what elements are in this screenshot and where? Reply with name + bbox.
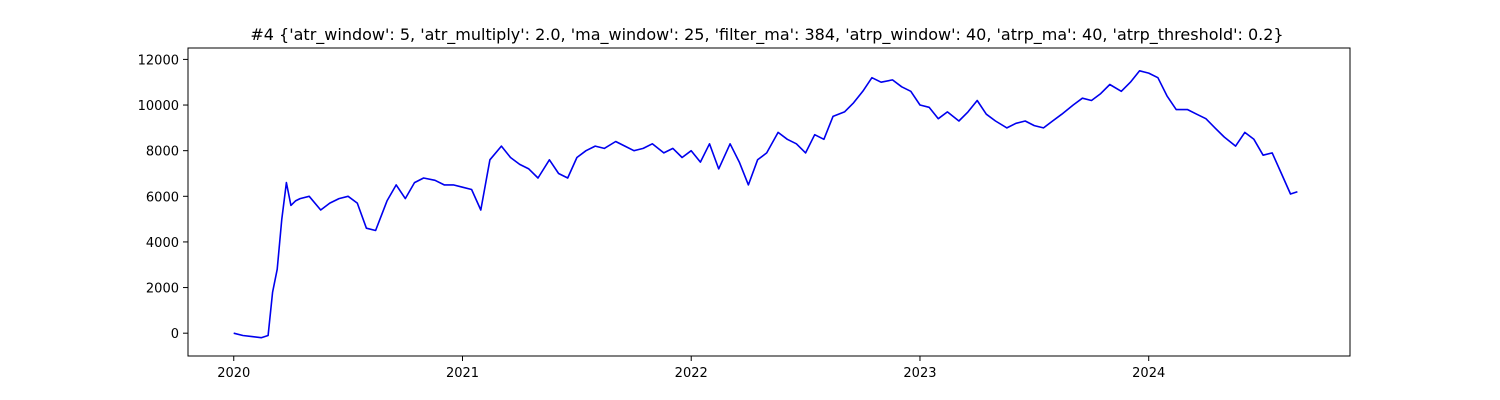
y-tick-label: 6000	[146, 190, 179, 205]
x-axis: 2020 2021 2022 2023 2024	[217, 356, 1165, 381]
y-tick-label: 10000	[138, 99, 179, 114]
chart-title: #4 {'atr_window': 5, 'atr_multiply': 2.0…	[250, 25, 1283, 45]
x-tick-label: 2024	[1132, 366, 1165, 381]
series-line	[233, 70, 1298, 339]
y-tick-label: 12000	[138, 53, 179, 68]
x-tick-label: 2022	[675, 366, 708, 381]
y-axis: 0 2000 4000 6000 8000 10000 12000	[138, 53, 188, 342]
plot-frame	[187, 47, 1351, 357]
y-tick-label: 4000	[146, 236, 179, 251]
y-tick-label: 8000	[146, 145, 179, 160]
series-group	[233, 70, 1298, 339]
x-tick-label: 2021	[446, 366, 479, 381]
x-tick-label: 2023	[903, 366, 936, 381]
x-tick-label: 2020	[217, 366, 250, 381]
y-tick-label: 2000	[146, 282, 179, 297]
y-tick-label: 0	[171, 327, 179, 342]
